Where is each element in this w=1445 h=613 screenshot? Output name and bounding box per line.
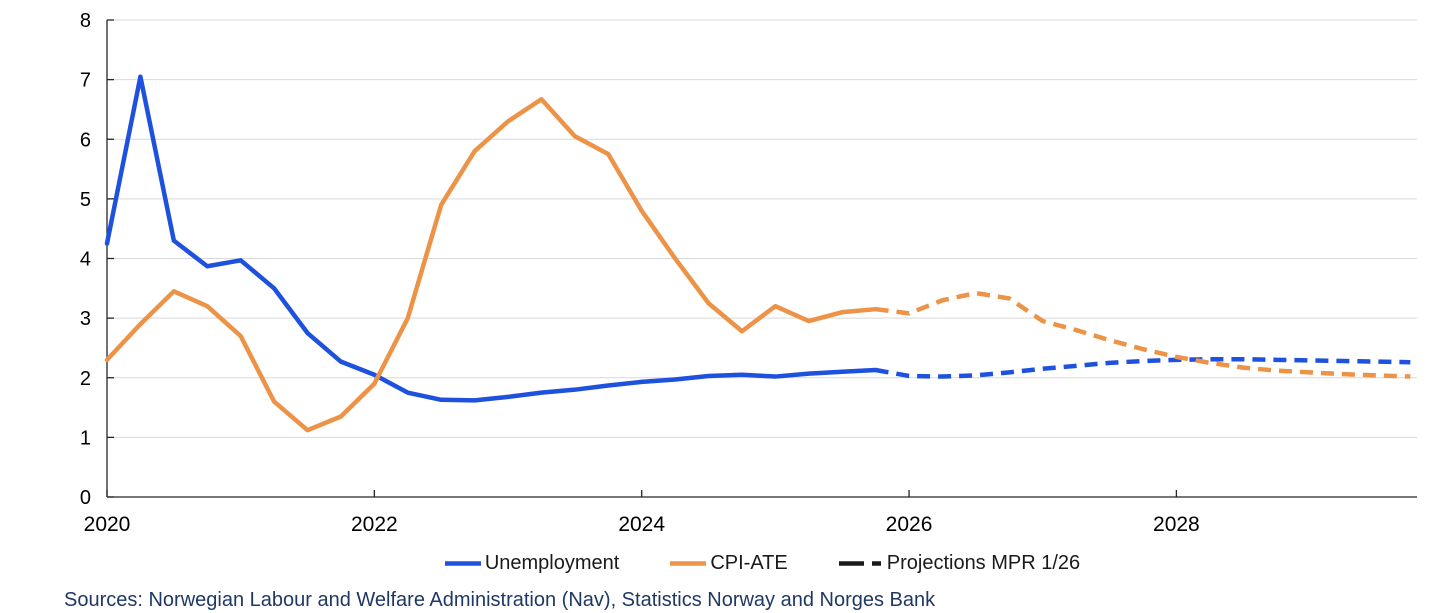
unemployment-line-swatch-icon [444,560,481,566]
svg-text:3: 3 [80,308,91,330]
legend-item-unemployment: Unemployment [444,551,620,575]
legend-label-projections: Projections MPR 1/26 [886,551,1081,574]
svg-text:7: 7 [80,70,91,92]
legend-item-projections: Projections MPR 1/26 [838,552,1080,575]
line-chart: 0 1 2 3 4 5 6 7 8 2020 2022 2024 2026 2028 [80,10,1417,536]
cpi-ate-line-swatch-icon [670,560,707,566]
svg-text:2026: 2026 [886,513,933,536]
source-text: Sources: Norwegian Labour and Welfare Ad… [64,589,936,611]
svg-text:6: 6 [80,129,91,151]
svg-text:5: 5 [80,189,91,211]
legend-label-cpi-ate: CPI-ATE [710,551,788,574]
svg-text:2: 2 [80,368,91,390]
svg-text:4: 4 [80,249,91,271]
svg-text:2024: 2024 [618,513,665,536]
svg-text:2020: 2020 [84,513,131,536]
chart-legend: Unemployment CPI-ATE Projections MPR 1/2… [107,549,1417,577]
svg-text:8: 8 [80,10,91,32]
legend-item-cpi-ate: CPI-ATE [669,551,788,575]
svg-text:2022: 2022 [351,513,398,536]
svg-text:1: 1 [80,427,91,449]
legend-label-unemployment: Unemployment [484,551,620,574]
svg-text:2028: 2028 [1153,513,1200,536]
projections-dashed-line-swatch-icon [838,560,883,566]
svg-text:0: 0 [80,487,91,509]
